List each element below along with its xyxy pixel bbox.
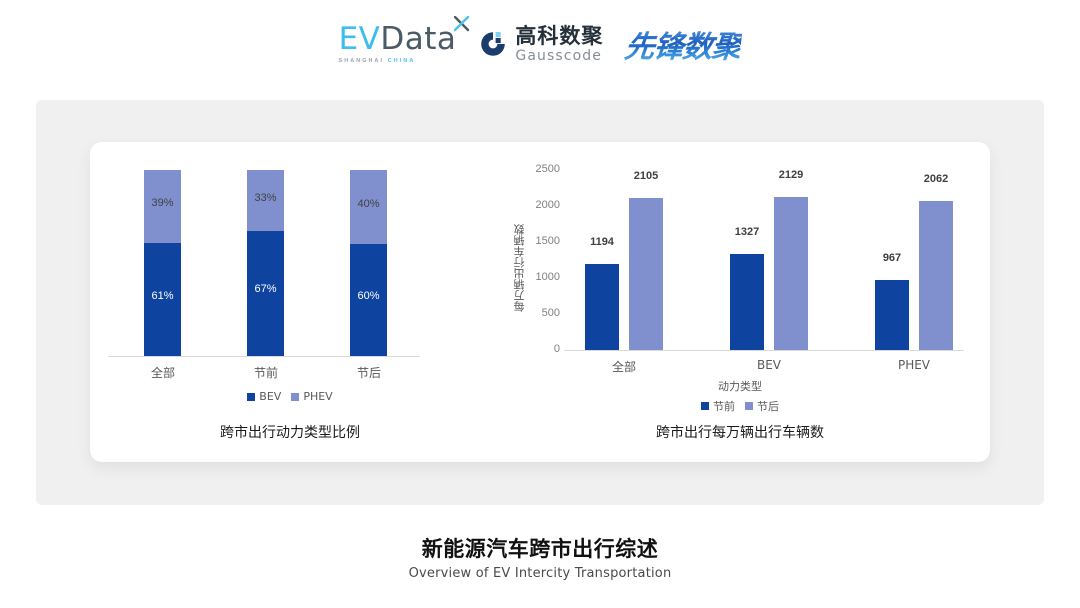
bar-label-phev: 33% [254, 192, 277, 204]
evdata-tagline-country: CHINA [387, 58, 416, 64]
legend-label-pre-holiday: 节前 [713, 400, 735, 413]
bar-post-holiday-bev[interactable] [774, 197, 808, 350]
bar-pre-holiday-phev[interactable] [875, 280, 909, 350]
y-tick-500: 500 [541, 307, 560, 319]
bar-post-holiday-all[interactable] [629, 198, 663, 350]
bar-segment-phev: 39% [144, 170, 181, 243]
bar-label-phev: 40% [357, 198, 380, 210]
right-chart-legend: 节前 节后 [510, 398, 970, 414]
left-chart-legend: BEV PHEV [90, 390, 490, 403]
y-tick-1000: 1000 [535, 271, 560, 283]
charts-card: 39% 61% 33% 67% 40% [90, 142, 990, 462]
left-chart-caption: 跨市出行动力类型比例 [220, 425, 360, 441]
bar-stack-all[interactable]: 39% 61% [144, 170, 181, 356]
bar-segment-phev: 33% [247, 170, 284, 232]
bar-segment-bev: 67% [247, 231, 284, 356]
evdata-wordmark: EVData [338, 16, 470, 57]
y-tick-0: 0 [553, 343, 560, 355]
y-tick-2000: 2000 [535, 199, 560, 211]
bar-label-phev: 39% [151, 197, 174, 209]
legend-swatch-post-holiday [745, 402, 753, 410]
bar-stack-pre-holiday[interactable]: 33% 67% [247, 170, 284, 356]
bar-post-holiday-phev[interactable] [919, 201, 953, 350]
bar-segment-bev: 60% [350, 244, 387, 356]
legend-swatch-bev [247, 392, 256, 401]
gausscode-en-text: Gausscode [515, 47, 602, 64]
gausscode-cn-text: 高科数聚 [515, 23, 604, 48]
evdata-tagline: SHANGHAI CHINA [339, 58, 416, 64]
legend-label-bev: BEV [259, 390, 282, 403]
bar-segment-phev: 40% [350, 170, 387, 245]
bar-label-bev: 60% [357, 290, 380, 303]
category-label-phev: PHEV [897, 358, 931, 372]
evdata-logo: EVData SHANGHAI CHINA [338, 16, 470, 64]
chart-vehicles-per-10k: 每万辆出行车辆数 0 500 1000 1500 2000 2500 1194 … [490, 142, 990, 462]
g-circle-icon [478, 29, 508, 59]
bar-value-post-holiday-phev: 2062 [923, 173, 949, 185]
legend-label-post-holiday: 节后 [757, 400, 779, 413]
evdata-data-text: Data [380, 21, 457, 57]
y-tick-2500: 2500 [535, 163, 560, 175]
category-label-all: 全部 [611, 360, 636, 374]
left-chart-axis [108, 356, 420, 357]
page-title: 新能源汽车跨市出行综述 [421, 537, 659, 561]
right-chart-x-axis-title: 动力类型 [718, 380, 762, 393]
chart-power-type-ratio: 39% 61% 33% 67% 40% [90, 142, 490, 462]
x-cross-icon [454, 16, 470, 32]
bar-value-pre-holiday-bev: 1327 [734, 226, 760, 238]
category-label-pre-holiday: 节前 [253, 366, 278, 380]
page-subtitle: Overview of EV Intercity Transportation [408, 566, 672, 581]
bar-segment-bev: 61% [144, 242, 181, 356]
category-label-bev: BEV [756, 358, 782, 372]
legend-swatch-pre-holiday [701, 402, 709, 410]
evdata-tagline-city: SHANGHAI [338, 58, 385, 64]
bar-label-bev: 61% [151, 289, 174, 302]
bar-value-pre-holiday-phev: 967 [882, 252, 902, 264]
bar-value-pre-holiday-all: 1194 [590, 236, 614, 248]
bar-label-bev: 67% [254, 283, 277, 296]
evdata-ev-text: EV [338, 21, 381, 57]
right-chart-caption: 跨市出行每万辆出行车辆数 [656, 425, 824, 441]
legend-item-bev[interactable]: BEV [247, 390, 281, 403]
bar-value-post-holiday-bev: 2129 [778, 169, 804, 181]
legend-label-phev: PHEV [303, 390, 333, 403]
legend-item-pre-holiday[interactable]: 节前 [701, 398, 735, 414]
category-label-post-holiday: 节后 [356, 366, 381, 380]
bar-stack-post-holiday[interactable]: 40% 60% [350, 170, 387, 356]
y-tick-1500: 1500 [535, 235, 560, 247]
logo-bar: EVData SHANGHAI CHINA 高科数聚 [0, 16, 1080, 66]
bar-value-post-holiday-all: 2105 [633, 170, 659, 182]
legend-item-phev[interactable]: PHEV [291, 390, 333, 403]
gausscode-logo: 高科数聚 Gausscode [478, 23, 604, 64]
xianfeng-logo: 先锋数聚 [623, 22, 744, 66]
gausscode-wordmark: 高科数聚 Gausscode [515, 23, 604, 64]
right-chart-axis [564, 350, 964, 351]
bar-pre-holiday-all[interactable] [585, 264, 619, 350]
category-label-all: 全部 [150, 366, 175, 380]
bar-pre-holiday-bev[interactable] [730, 254, 764, 350]
legend-item-post-holiday[interactable]: 节后 [745, 398, 779, 414]
legend-swatch-phev [291, 392, 300, 401]
